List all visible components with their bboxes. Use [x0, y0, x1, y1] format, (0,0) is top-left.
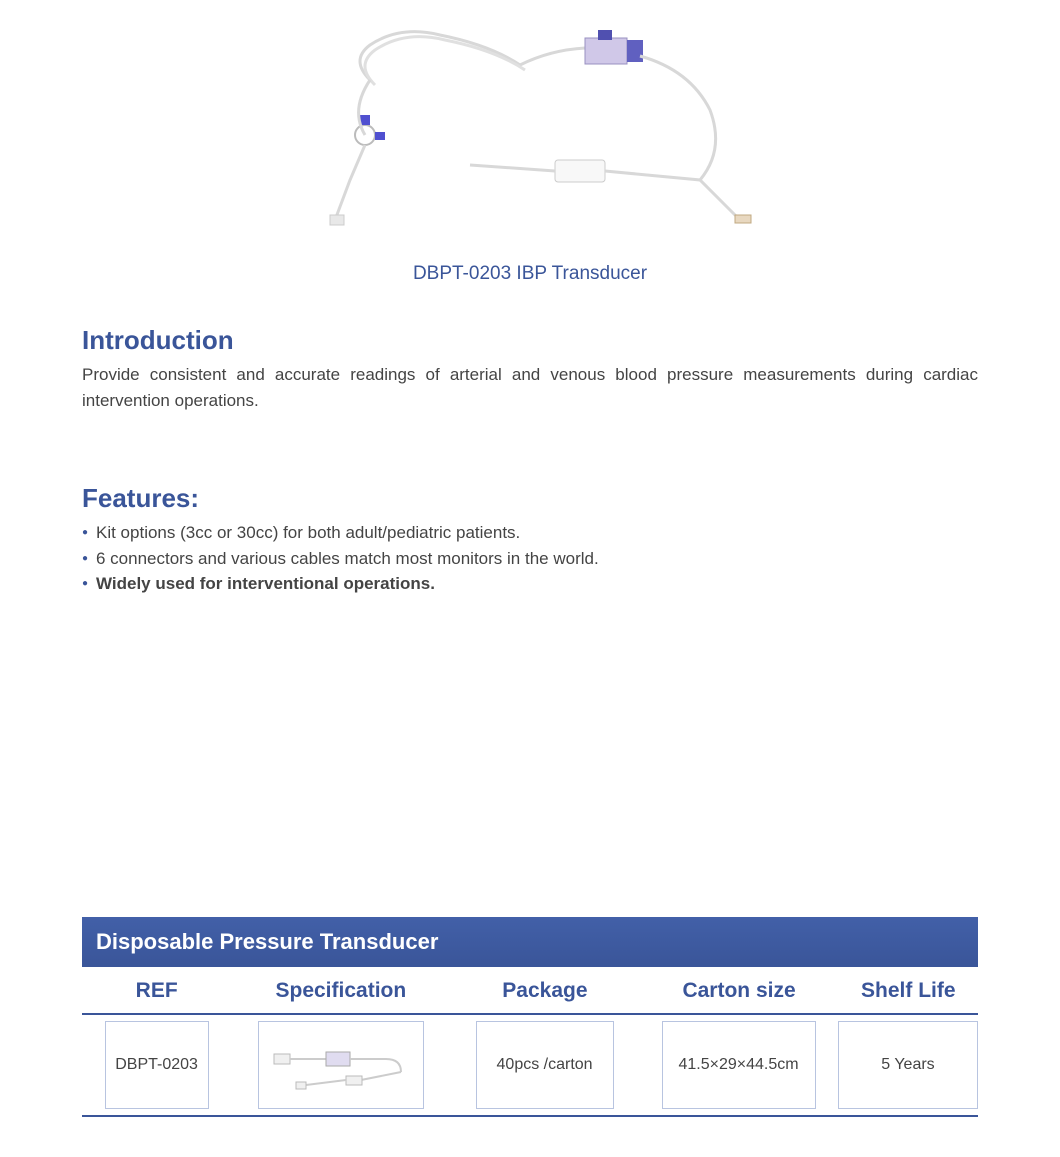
table-header-specification: Specification	[231, 979, 450, 1003]
table-header-ref: REF	[82, 979, 231, 1003]
table-header-shelf-life: Shelf Life	[839, 979, 978, 1003]
table-row: DBPT-0203 40pcs /carton 41.	[82, 1015, 978, 1117]
introduction-text: Provide consistent and accurate readings…	[82, 362, 978, 413]
features-list: Kit options (3cc or 30cc) for both adult…	[82, 520, 978, 597]
table-header-carton-size: Carton size	[640, 979, 839, 1003]
feature-item: Kit options (3cc or 30cc) for both adult…	[82, 520, 978, 546]
table-headers: REF Specification Package Carton size Sh…	[82, 967, 978, 1015]
cell-carton-size: 41.5×29×44.5cm	[662, 1021, 816, 1109]
cell-package: 40pcs /carton	[476, 1021, 614, 1109]
spec-diagram-icon	[266, 1030, 416, 1100]
cell-specification	[258, 1021, 424, 1109]
product-caption: DBPT-0203 IBP Transducer	[82, 263, 978, 285]
cell-ref: DBPT-0203	[105, 1021, 209, 1109]
feature-item: Widely used for interventional operation…	[82, 571, 978, 597]
cell-shelf-life: 5 Years	[838, 1021, 978, 1109]
feature-item: 6 connectors and various cables match mo…	[82, 546, 978, 572]
product-image-wrap: DBPT-0203 IBP Transducer	[82, 20, 978, 285]
features-heading: Features:	[82, 483, 978, 514]
table-title-bar: Disposable Pressure Transducer	[82, 917, 978, 967]
introduction-heading: Introduction	[82, 325, 978, 356]
table-header-package: Package	[450, 979, 639, 1003]
product-image	[290, 20, 770, 250]
